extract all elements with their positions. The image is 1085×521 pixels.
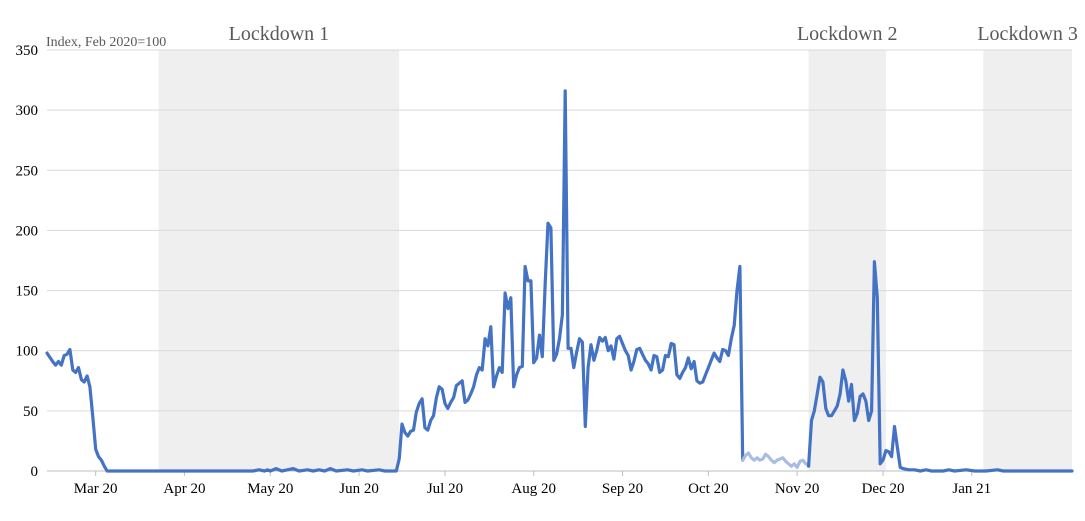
axes: 0 50 100 150 200 250 300 350 Mar 20 Apr 20 May 20 J… — [16, 43, 992, 497]
series-line — [45, 89, 745, 473]
y-tick-label: 0 — [31, 464, 39, 480]
y-tick-label: 250 — [16, 163, 39, 179]
y-tick-label: 300 — [16, 103, 39, 119]
y-tick-label: 150 — [16, 284, 39, 300]
x-tick-label: Jan 21 — [952, 481, 991, 497]
lockdown-label: Lockdown 3 — [977, 23, 1078, 45]
x-tick-label: Aug 20 — [511, 481, 556, 497]
y-tick-label: 50 — [23, 404, 38, 420]
y-tick-label: 100 — [16, 344, 39, 360]
series-line — [806, 260, 1074, 473]
lockdown-shading — [158, 50, 1072, 471]
lockdown-band — [158, 50, 400, 471]
y-axis-label: Index, Feb 2020=100 — [46, 35, 166, 50]
lockdown-band — [983, 50, 1072, 471]
lockdown-labels: Lockdown 1 Lockdown 2 Lockdown 3 — [229, 23, 1078, 45]
x-tick-label: Nov 20 — [775, 481, 820, 497]
data-lines — [45, 89, 1074, 473]
y-tick-label: 200 — [16, 223, 39, 239]
x-tick-label: Jun 20 — [339, 481, 379, 497]
x-tick-label: Jul 20 — [427, 481, 463, 497]
lockdown-label: Lockdown 1 — [229, 23, 330, 45]
x-tick-label: Sep 20 — [602, 481, 643, 497]
y-tick-label: 350 — [16, 43, 39, 59]
lockdown-label: Lockdown 2 — [797, 23, 898, 45]
x-tick-label: Dec 20 — [862, 481, 905, 497]
x-tick-label: Mar 20 — [74, 481, 118, 497]
x-tick-label: May 20 — [247, 481, 293, 497]
series-line — [741, 451, 811, 469]
x-tick-label: Oct 20 — [688, 481, 728, 497]
x-tick-label: Apr 20 — [163, 481, 205, 497]
